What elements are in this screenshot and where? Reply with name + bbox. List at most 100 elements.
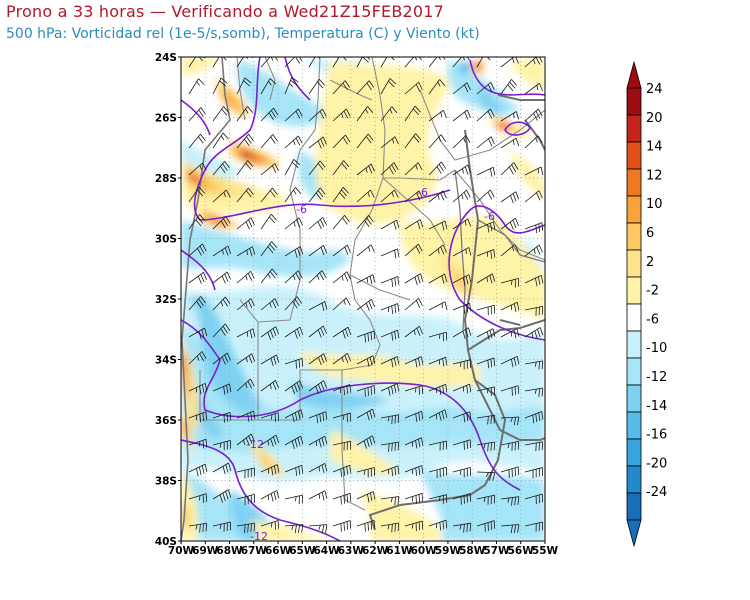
wind-barb [236, 106, 254, 122]
lon-label: 56W [508, 545, 535, 557]
wind-barb [428, 134, 446, 149]
wind-barb [260, 464, 280, 476]
wind-barb [428, 440, 447, 451]
wind-barb [356, 133, 374, 149]
wind-barb [380, 136, 399, 149]
wind-barb [404, 133, 422, 149]
colorbar-label: 6 [646, 226, 654, 241]
wind-barb [260, 107, 279, 122]
wind-barb [452, 135, 471, 149]
lat-label: 24S [155, 52, 177, 64]
wind-barb [260, 379, 279, 392]
wind-barb [212, 440, 231, 451]
wind-barb [308, 380, 328, 395]
wind-barb [356, 491, 376, 503]
wind-barb [524, 57, 543, 68]
wind-barb [476, 357, 496, 369]
wind-barb [212, 521, 231, 532]
wind-barb [452, 109, 471, 122]
wind-barb [524, 274, 544, 287]
wind-barb [452, 522, 472, 533]
wind-barb [236, 217, 255, 230]
lat-label: 26S [155, 113, 177, 125]
wind-barb [284, 187, 302, 203]
wind-barb [188, 522, 208, 533]
wind-barb [284, 524, 304, 534]
lon-label: 63W [338, 545, 365, 557]
wind-barb [236, 467, 255, 479]
wind-barb [308, 490, 328, 501]
colorbar-label: -24 [646, 485, 667, 500]
wind-barb [404, 162, 423, 176]
wind-barb [500, 217, 519, 230]
wind-barb [260, 490, 280, 502]
wind-barb [284, 159, 301, 176]
wind-barb [212, 271, 231, 284]
wind-barb [380, 414, 400, 425]
wind-barb [404, 298, 423, 311]
wind-barb [524, 441, 544, 452]
wind-barb [236, 133, 254, 149]
wind-barb [428, 301, 448, 311]
wind-barb [308, 301, 328, 312]
wind-barb [188, 351, 207, 365]
wind-barb [236, 246, 256, 257]
wind-barb [428, 190, 447, 203]
wind-barb [284, 77, 299, 95]
wind-barb [212, 132, 229, 149]
wind-barb [428, 466, 447, 479]
wind-barb [428, 220, 448, 231]
wind-barb [524, 467, 543, 479]
wind-barb [188, 186, 205, 203]
wind-barb [500, 524, 520, 534]
wind-barb [380, 356, 400, 368]
wind-barb [524, 82, 543, 95]
lon-label: 67W [241, 545, 268, 557]
wind-barb [356, 214, 374, 230]
wind-barb [428, 57, 446, 68]
wind-barb [380, 496, 400, 506]
andes-border [181, 57, 231, 541]
wind-barb [428, 356, 448, 367]
wind-barb [212, 411, 232, 423]
wind-barb [284, 357, 304, 369]
wind-barb [260, 520, 280, 530]
wind-barb [236, 378, 255, 392]
wind-barb [188, 107, 206, 122]
wind-barb [452, 218, 472, 230]
wind-barb [332, 80, 351, 95]
contour-label: -12 [246, 438, 264, 451]
colorbar-swatch [626, 114, 642, 143]
wind-barb [428, 244, 447, 257]
wind-barb [380, 219, 400, 230]
lat-label: 38S [155, 476, 177, 488]
wind-barb [500, 244, 519, 257]
wind-barb [524, 327, 544, 339]
colorbar-swatch [626, 168, 642, 197]
colorbar-label: 24 [646, 82, 663, 97]
wind-barb [404, 385, 424, 395]
wind-barb [500, 355, 520, 368]
colorbar-swatch [626, 249, 642, 278]
wind-barb [332, 271, 351, 284]
wind-barb [404, 243, 423, 257]
colorbar-swatch [626, 87, 642, 116]
wind-barb [356, 80, 375, 95]
colorbar-swatch [626, 384, 642, 413]
wind-barb [476, 273, 496, 284]
wind-barb [188, 133, 206, 149]
wind-barb [500, 328, 520, 339]
wind-barb [236, 57, 253, 68]
wind-barb [284, 326, 304, 339]
wind-barb [524, 166, 544, 176]
wind-barb [236, 328, 256, 339]
wind-barb [332, 160, 350, 176]
wind-barb [188, 243, 207, 257]
longitude-labels: 70W69W68W67W66W65W64W63W62W61W60W59W58W5… [168, 541, 559, 557]
wind-barb [260, 78, 277, 95]
wind-barb [332, 384, 352, 396]
wind-barb [476, 166, 496, 177]
colorbar-swatch [626, 195, 642, 224]
wind-barb [452, 439, 472, 450]
colorbar-label: -6 [646, 312, 659, 327]
